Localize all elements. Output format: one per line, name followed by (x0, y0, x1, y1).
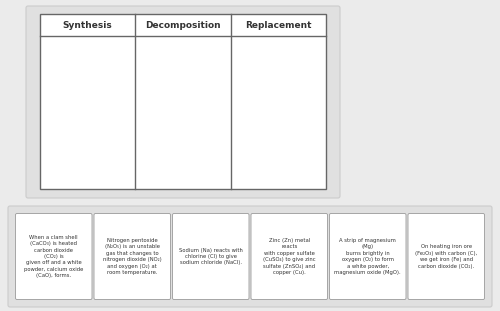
FancyBboxPatch shape (94, 213, 170, 299)
Text: Synthesis: Synthesis (63, 21, 112, 30)
Text: Replacement: Replacement (245, 21, 312, 30)
Text: When a clam shell
(CaCO₃) is heated
carbon dioxide
(CO₂) is
given off and a whit: When a clam shell (CaCO₃) is heated carb… (24, 235, 84, 278)
Bar (40, 14, 326, 189)
Bar (40, 14, 326, 189)
FancyBboxPatch shape (172, 213, 249, 299)
FancyBboxPatch shape (330, 213, 406, 299)
Text: On heating iron ore
(Fe₂O₃) with carbon (C),
we get iron (Fe) and
carbon dioxide: On heating iron ore (Fe₂O₃) with carbon … (415, 244, 478, 269)
FancyBboxPatch shape (251, 213, 328, 299)
FancyBboxPatch shape (26, 6, 340, 198)
FancyBboxPatch shape (16, 213, 92, 299)
Bar (40, 14, 326, 36)
Text: Decomposition: Decomposition (145, 21, 221, 30)
Text: Sodium (Na) reacts with
chlorine (Cl) to give
sodium chloride (NaCl).: Sodium (Na) reacts with chlorine (Cl) to… (179, 248, 242, 265)
FancyBboxPatch shape (408, 213, 484, 299)
FancyBboxPatch shape (8, 206, 492, 307)
Text: Zinc (Zn) metal
reacts
with copper sulfate
(CuSO₄) to give zinc
sulfate (ZnSO₄) : Zinc (Zn) metal reacts with copper sulfa… (263, 238, 316, 275)
Text: Nitrogen pentoxide
(N₂O₅) is an unstable
gas that changes to
nitrogen dioxide (N: Nitrogen pentoxide (N₂O₅) is an unstable… (103, 238, 162, 275)
Text: A strip of magnesium
(Mg)
burns brightly in
oxygen (O₂) to form
a white powder,
: A strip of magnesium (Mg) burns brightly… (334, 238, 401, 275)
